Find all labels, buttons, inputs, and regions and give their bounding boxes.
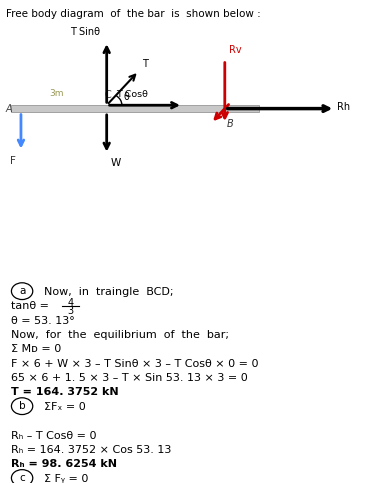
Text: Σ Mᴅ = 0: Σ Mᴅ = 0 — [11, 344, 62, 355]
Text: θ: θ — [124, 92, 130, 102]
Text: T = 164. 3752 kN: T = 164. 3752 kN — [11, 387, 119, 398]
Text: C: C — [105, 90, 112, 100]
Text: ΣFₓ = 0: ΣFₓ = 0 — [44, 402, 86, 412]
Text: T Cosθ: T Cosθ — [116, 90, 148, 99]
Text: T Sinθ: T Sinθ — [70, 27, 101, 37]
Text: W: W — [110, 157, 121, 168]
Text: T: T — [142, 59, 147, 70]
Text: c: c — [19, 473, 25, 483]
Text: 4: 4 — [67, 298, 74, 308]
Text: tanθ =: tanθ = — [11, 301, 53, 311]
Text: Σ Fᵧ = 0: Σ Fᵧ = 0 — [44, 474, 88, 483]
Text: Free body diagram  of  the bar  is  shown below :: Free body diagram of the bar is shown be… — [6, 9, 261, 19]
Text: Rₕ – T Cosθ = 0: Rₕ – T Cosθ = 0 — [11, 431, 97, 440]
Text: B: B — [227, 119, 234, 129]
Text: Rₕ = 164. 3752 × Cos 53. 13: Rₕ = 164. 3752 × Cos 53. 13 — [11, 445, 172, 455]
Text: F: F — [10, 156, 15, 166]
Text: a: a — [19, 286, 25, 296]
Text: 3m: 3m — [50, 89, 64, 98]
Text: 3: 3 — [67, 306, 74, 316]
Text: b: b — [19, 401, 26, 411]
Bar — [11, 105, 259, 112]
Text: Now,  for  the  equilibrium  of  the  bar;: Now, for the equilibrium of the bar; — [11, 330, 229, 340]
Text: Now,  in  traingle  BCD;: Now, in traingle BCD; — [44, 287, 173, 297]
Text: Rₕ = 98. 6254 kN: Rₕ = 98. 6254 kN — [11, 459, 117, 469]
Text: Rh: Rh — [337, 102, 350, 112]
Text: θ = 53. 13°: θ = 53. 13° — [11, 315, 75, 326]
Text: F × 6 + W × 3 – T Sinθ × 3 – T Cosθ × 0 = 0: F × 6 + W × 3 – T Sinθ × 3 – T Cosθ × 0 … — [11, 359, 259, 369]
Text: 65 × 6 + 1. 5 × 3 – T × Sin 53. 13 × 3 = 0: 65 × 6 + 1. 5 × 3 – T × Sin 53. 13 × 3 =… — [11, 373, 248, 383]
Text: Rv: Rv — [229, 45, 242, 55]
Text: A: A — [6, 103, 12, 114]
